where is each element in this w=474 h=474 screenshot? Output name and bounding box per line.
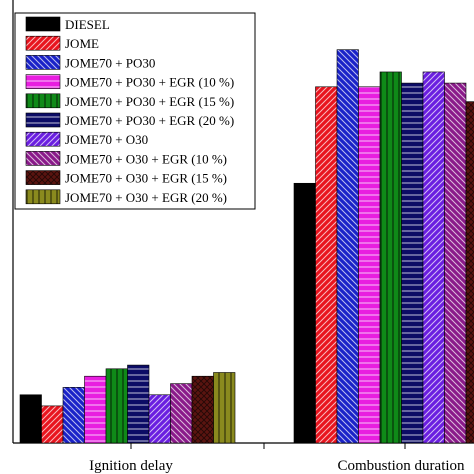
bar-combustion-duration-series-2 [315, 86, 338, 444]
bar-ignition-delay-series-1 [19, 394, 42, 444]
bar-ignition-delay-series-7 [148, 394, 171, 444]
legend-swatch [25, 93, 61, 109]
x-axis-ticks [130, 443, 406, 449]
legend-swatch [25, 151, 61, 166]
legend: DIESEL JOME JOME70 + PO30 JOME70 + PO30 + E… [14, 12, 256, 210]
legend-label: JOME70 + O30 [65, 132, 148, 147]
legend-label: DIESEL [65, 17, 110, 32]
bar-combustion-duration-series-3 [336, 49, 359, 444]
category-labels: Ignition delay Combustion duration [89, 458, 465, 474]
bar-combustion-duration-series-5 [379, 71, 402, 444]
bar-combustion-duration-series-4 [358, 86, 381, 444]
bar-groups [19, 49, 474, 444]
bar-ignition-delay-series-2 [41, 405, 64, 444]
bar-ignition-delay-series-5 [105, 368, 128, 444]
legend-label: JOME70 + O30 + EGR (10 %) [65, 151, 227, 166]
legend-swatch [25, 189, 61, 205]
bar-ignition-delay-series-8 [170, 383, 193, 444]
legend-swatch [25, 55, 61, 70]
legend-swatch [25, 112, 61, 128]
bar-combustion-duration-series-7 [422, 71, 445, 444]
legend-label: JOME70 + PO30 [65, 55, 155, 70]
bar-combustion-duration-series-9 [465, 101, 474, 444]
bar-ignition-delay-series-9 [191, 375, 214, 444]
legend-label: JOME70 + O30 + EGR (20 %) [65, 190, 227, 205]
legend-swatch [25, 16, 61, 32]
bar-combustion-duration-series-6 [401, 82, 424, 444]
bar-ignition-delay-series-3 [62, 387, 85, 444]
category-label: Ignition delay [89, 458, 173, 474]
bar-ignition-delay-series-10 [213, 372, 236, 444]
bar-ignition-delay-series-6 [127, 364, 150, 444]
legend-label: JOME70 + PO30 + EGR (15 %) [65, 94, 234, 109]
legend-swatch [25, 74, 61, 89]
bar-combustion-duration-series-8 [444, 82, 467, 444]
legend-swatch [25, 131, 61, 147]
legend-label: JOME70 + PO30 + EGR (10 %) [65, 75, 234, 90]
bar-ignition-delay-series-4 [84, 375, 107, 444]
legend-label: JOME70 + O30 + EGR (15 %) [65, 171, 227, 186]
legend-swatch [25, 170, 61, 185]
category-label: Combustion duration [337, 458, 465, 474]
bar-combustion-duration-series-1 [293, 182, 316, 444]
legend-swatch [25, 35, 61, 51]
legend-label: JOME [65, 36, 99, 51]
legend-label: JOME70 + PO30 + EGR (20 %) [65, 113, 234, 128]
